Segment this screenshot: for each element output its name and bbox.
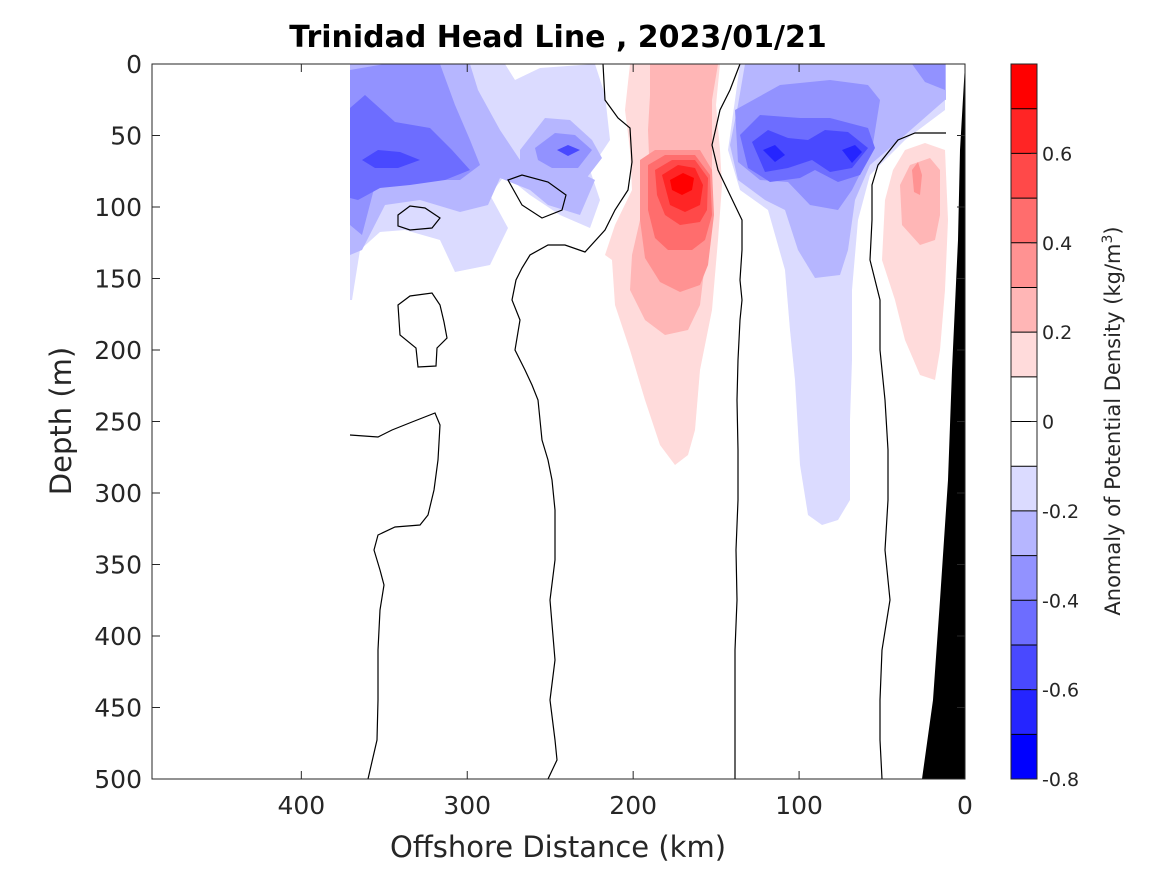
x-axis-title: Offshore Distance (km) <box>390 830 726 864</box>
y-tick-label: 500 <box>94 765 142 794</box>
zero-contour-island-c <box>397 292 448 368</box>
x-tick-label: 100 <box>775 791 823 820</box>
zero-contour-coast <box>869 132 946 779</box>
y-tick-label: 350 <box>94 551 142 580</box>
colorbar-ticks: 0.6 0.4 0.2 0 -0.2 -0.4 -0.6 -0.8 <box>1031 143 1079 791</box>
zero-contour-island-a <box>397 205 441 231</box>
colorbar: 0.6 0.4 0.2 0 -0.2 -0.4 -0.6 -0.8 <box>1010 63 1079 791</box>
colorbar-tick-label: 0.6 <box>1042 143 1072 165</box>
chart-title: Trinidad Head Line , 2023/01/21 <box>289 20 826 55</box>
y-axis-title: Depth (m) <box>44 347 78 495</box>
colorbar-band <box>1011 242 1037 288</box>
contour-neg-0.5-mid <box>557 145 580 156</box>
colorbar-title-end: ) <box>1101 226 1125 234</box>
contour-neg-0.3-coast <box>912 64 945 90</box>
contour-pos-0.2-nearshore <box>900 158 940 245</box>
colorbar-band <box>1011 64 1037 109</box>
x-tick-label: 200 <box>609 791 657 820</box>
x-tick-label: 400 <box>277 791 325 820</box>
colorbar-band <box>1011 600 1037 645</box>
colorbar-tick-label: -0.6 <box>1042 680 1079 702</box>
colorbar-tick-label: 0.4 <box>1042 233 1072 255</box>
zero-contour-island-b <box>507 174 567 219</box>
colorbar-band <box>1011 108 1037 154</box>
contour-neg-0.6-nearshore-b <box>842 145 862 163</box>
contour-neg-0.6-nearshore-a <box>763 145 785 162</box>
colorbar-band <box>1011 510 1037 556</box>
contour-pos-0.7 <box>670 173 694 195</box>
y-tick-label: 200 <box>94 336 142 365</box>
colorbar-band <box>1011 689 1037 735</box>
y-axis: 0 50 100 150 200 250 300 350 400 450 500 <box>94 50 965 794</box>
y-tick-label: 150 <box>94 265 142 294</box>
colorbar-tick-label: 0.2 <box>1042 322 1072 344</box>
zero-contour-eddy-west <box>511 64 633 779</box>
colorbar-bands <box>1011 63 1037 779</box>
contour-pos-0.3-nearshore <box>912 162 922 195</box>
x-tick-label: 300 <box>443 791 491 820</box>
colorbar-tick-label: -0.2 <box>1042 501 1079 523</box>
colorbar-band <box>1011 153 1037 199</box>
colorbar-band <box>1011 421 1037 467</box>
y-tick-label: 0 <box>126 50 142 79</box>
y-tick-label: 450 <box>94 694 142 723</box>
y-tick-label: 250 <box>94 408 142 437</box>
y-tick-label: 50 <box>110 122 142 151</box>
colorbar-tick-label: -0.4 <box>1042 590 1079 612</box>
colorbar-band <box>1011 332 1037 377</box>
colorbar-title: Anomaly of Potential Density (kg/m3) <box>1100 226 1125 615</box>
zero-contours <box>349 64 946 779</box>
colorbar-band <box>1011 376 1037 422</box>
colorbar-band <box>1011 287 1037 333</box>
colorbar-tick-label: 0 <box>1042 412 1054 434</box>
colorbar-tick-label: -0.8 <box>1042 769 1079 791</box>
colorbar-band <box>1011 555 1037 601</box>
colorbar-band <box>1011 644 1037 690</box>
colorbar-band <box>1011 734 1037 779</box>
x-tick-label: 0 <box>957 791 973 820</box>
colorbar-title-main: Anomaly of Potential Density (kg/m <box>1101 244 1125 616</box>
y-tick-label: 300 <box>94 479 142 508</box>
colorbar-band <box>1011 466 1037 511</box>
contour-neg-0.5-nearshore <box>752 130 868 172</box>
y-tick-label: 400 <box>94 622 142 651</box>
x-axis: 400 300 200 100 0 <box>277 64 973 820</box>
bathymetry-mask <box>922 64 965 779</box>
zero-contour-offshore <box>349 412 441 779</box>
colorbar-title-superscript: 3 <box>1100 235 1116 244</box>
contour-neg-0.5-offshore <box>362 150 420 168</box>
colorbar-band <box>1011 198 1037 243</box>
plot-area <box>151 63 966 780</box>
contour-neg-0.4-offshore <box>350 95 470 200</box>
y-tick-label: 100 <box>94 193 142 222</box>
contour-fills <box>350 64 948 525</box>
zero-contour-eddy-east <box>711 64 743 779</box>
